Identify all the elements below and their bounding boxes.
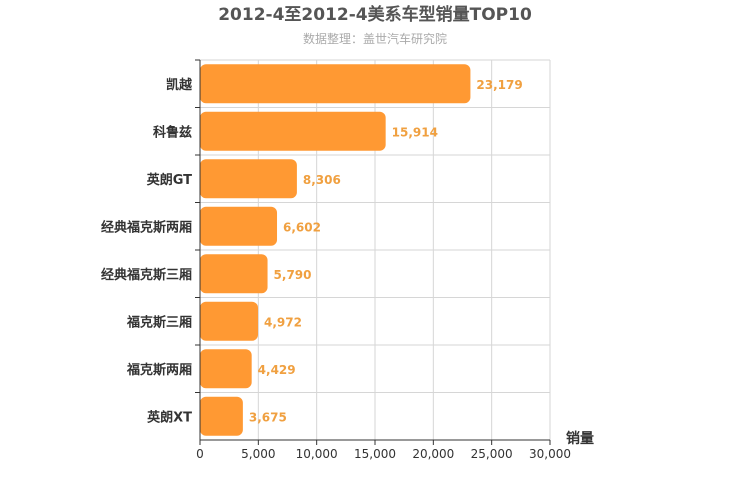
- chart-subtitle: 数据整理：盖世汽车研究院: [303, 31, 447, 46]
- value-label: 6,602: [283, 220, 321, 234]
- bar: [200, 206, 278, 246]
- value-label: 5,790: [274, 268, 312, 282]
- x-tick-label: 15,000: [354, 447, 396, 461]
- category-label: 福克斯三厢: [126, 314, 192, 330]
- bar: [200, 396, 243, 436]
- bar: [200, 64, 471, 104]
- value-label: 23,179: [476, 78, 522, 92]
- value-label: 15,914: [392, 125, 438, 139]
- category-label: 经典福克斯两厢: [101, 219, 192, 235]
- category-label: 福克斯两厢: [126, 362, 192, 378]
- axis-layer: 0 5,000 10,000 15,000 20,000 25,000 30,000 凯越科鲁…: [101, 59, 571, 461]
- x-axis-title: 销量: [566, 430, 594, 447]
- bar-layer: 23,179 15,914 8,306 6,602 5,790 4,972 4,429 3,6…: [200, 64, 523, 436]
- bar: [200, 159, 297, 199]
- bar: [200, 349, 252, 389]
- bar: [200, 301, 259, 341]
- x-tick-label: 5,000: [241, 447, 275, 461]
- x-tick-label: 0: [196, 447, 204, 461]
- value-label: 4,429: [258, 363, 296, 377]
- chart-title: 2012-4至2012-4美系车型销量TOP10: [218, 4, 532, 25]
- grid-layer: [200, 59, 551, 441]
- x-tick-label: 30,000: [529, 447, 571, 461]
- x-tick-label: 20,000: [412, 447, 454, 461]
- value-label: 3,675: [249, 410, 287, 424]
- x-tick-label: 25,000: [471, 447, 513, 461]
- x-tick-label: 10,000: [296, 447, 338, 461]
- category-label: 科鲁兹: [153, 124, 192, 140]
- category-label: 凯越: [166, 77, 193, 93]
- category-label: 经典福克斯三厢: [101, 267, 192, 283]
- value-label: 8,306: [303, 173, 341, 187]
- category-label: 英朗GT: [146, 172, 192, 188]
- bar: [200, 254, 268, 294]
- value-label: 4,972: [264, 315, 302, 329]
- bar: [200, 111, 386, 151]
- category-label: 英朗XT: [146, 409, 192, 425]
